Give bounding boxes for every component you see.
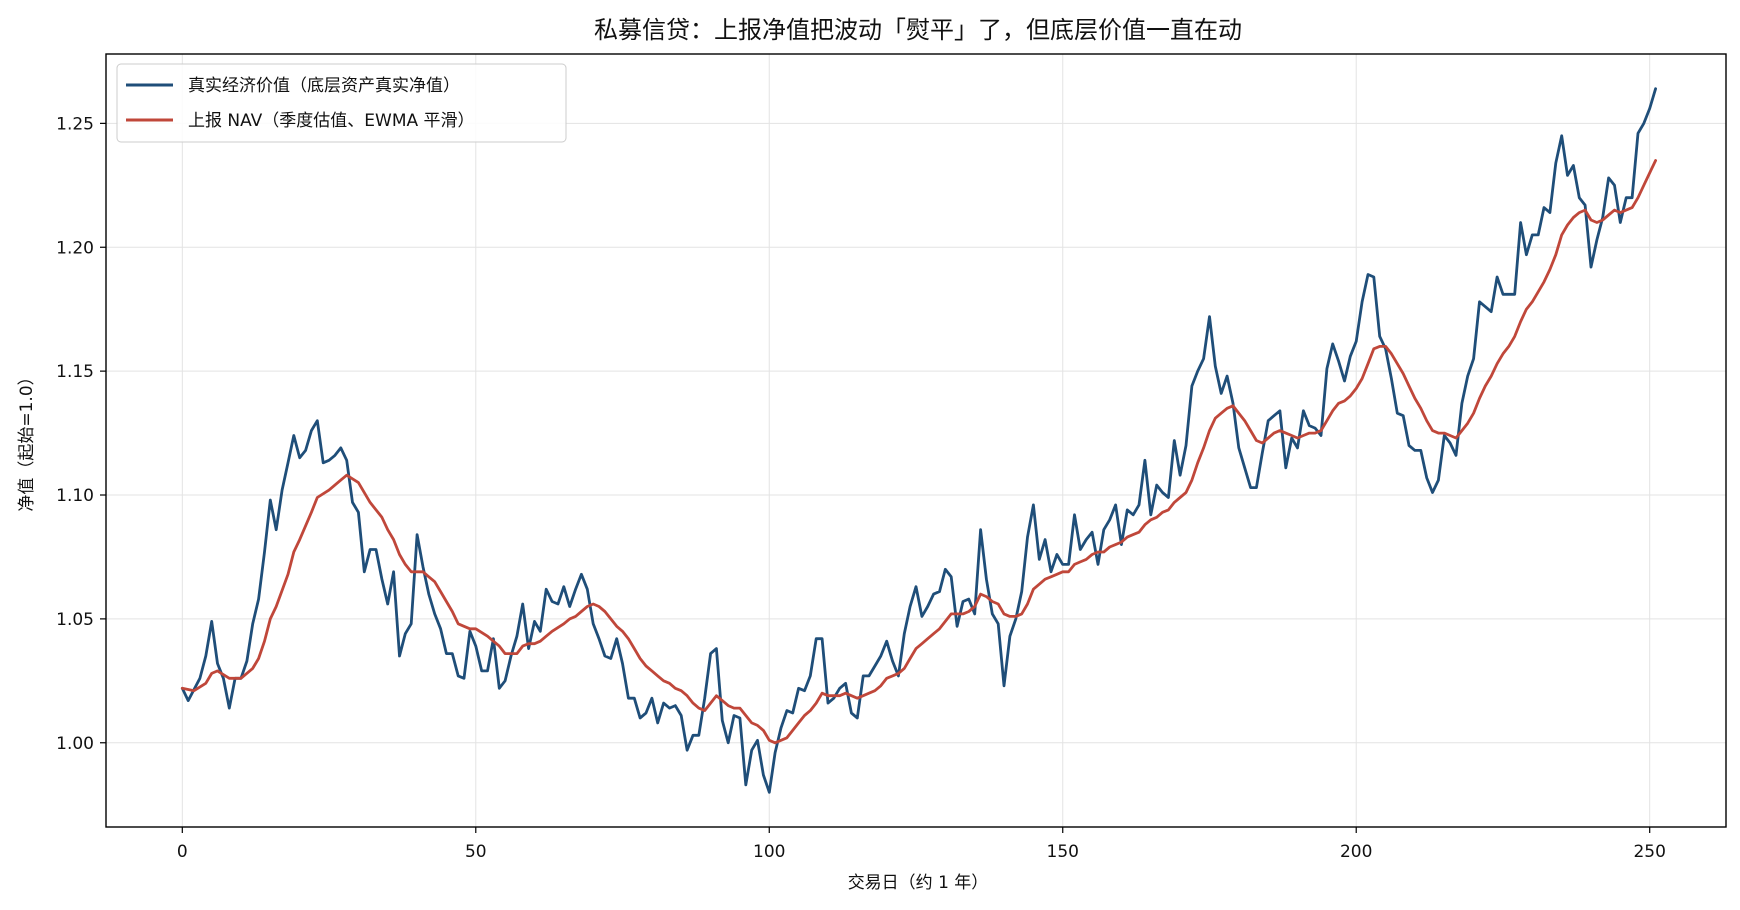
legend-box [116, 63, 567, 143]
x-tick-label: 250 [1633, 842, 1665, 862]
legend: 真实经济价值（底层资产真实净值） 上报 NAV（季度估值、EWMA 平滑） [116, 63, 567, 143]
y-tick-label: 1.20 [56, 238, 94, 258]
legend-label-true-value: 真实经济价值（底层资产真实净值） [188, 76, 460, 96]
x-axis: 0 50 100 150 200 250 [177, 827, 1666, 862]
y-tick-label: 1.25 [56, 114, 94, 134]
x-tick-label: 0 [177, 842, 188, 862]
y-tick-label: 1.15 [56, 362, 94, 382]
x-tick-label: 50 [465, 842, 487, 862]
plot-frame [105, 53, 1727, 828]
series-line-true-value [180, 87, 1657, 794]
y-axis: 1.00 1.05 1.10 1.15 1.20 1.25 [56, 114, 106, 754]
series-lines [180, 87, 1657, 794]
y-tick-label: 1.10 [56, 486, 94, 506]
y-tick-label: 1.05 [56, 610, 94, 630]
y-axis-label: 净值（起始=1.0） [17, 368, 37, 511]
x-tick-label: 100 [753, 842, 785, 862]
x-tick-label: 200 [1340, 842, 1372, 862]
x-tick-label: 150 [1047, 842, 1079, 862]
chart-title: 私募信贷：上报净值把波动「熨平」了，但底层价值一直在动 [594, 16, 1242, 44]
x-axis-label: 交易日（约 1 年） [848, 873, 989, 893]
legend-label-reported-nav: 上报 NAV（季度估值、EWMA 平滑） [188, 111, 475, 131]
y-tick-label: 1.00 [56, 734, 94, 754]
series-line-reported-nav [180, 159, 1657, 745]
grid [106, 54, 1726, 827]
